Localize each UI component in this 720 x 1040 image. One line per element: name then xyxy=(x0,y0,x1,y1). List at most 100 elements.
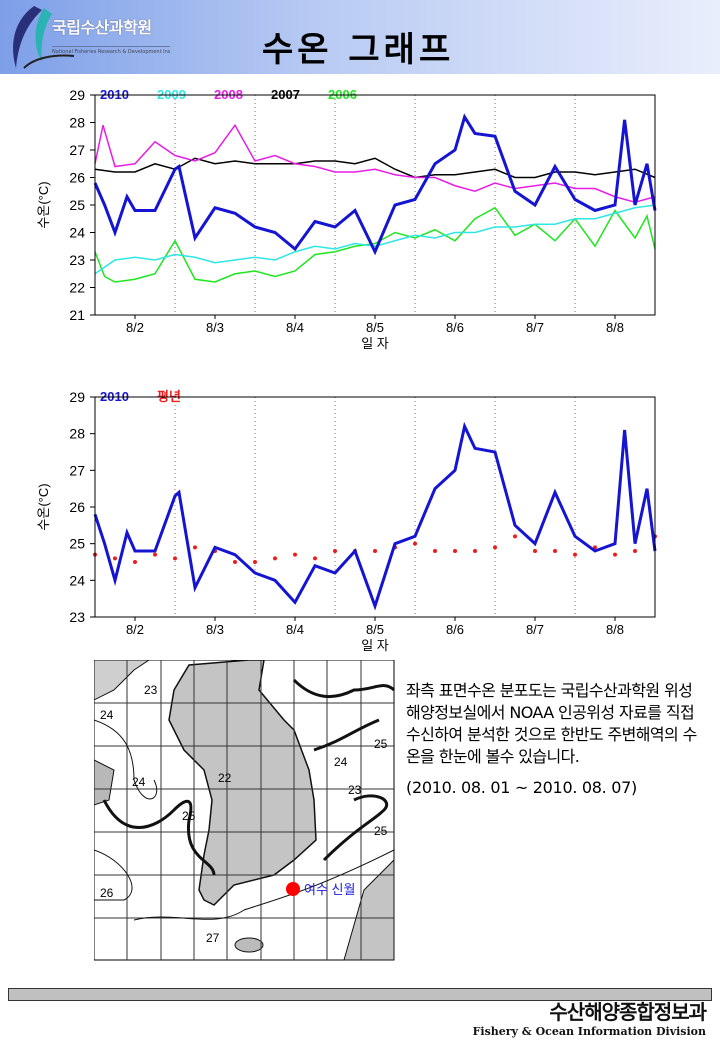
data-point-normal xyxy=(573,552,577,557)
y-axis-label: 수온(°C) xyxy=(36,483,51,530)
y-tick-label: 25 xyxy=(69,536,85,552)
series-line-2010 xyxy=(93,421,657,611)
plot-frame xyxy=(94,94,656,316)
y-tick-label: 24 xyxy=(69,225,85,241)
y-tick-label: 29 xyxy=(69,389,85,405)
isotherm-label: 25 xyxy=(182,809,196,823)
y-tick-label: 28 xyxy=(69,115,85,131)
station-label: 여수 신월 xyxy=(304,882,355,897)
series-line-2010 xyxy=(93,113,657,256)
x-tick-label: 8/2 xyxy=(126,622,144,637)
data-point-normal xyxy=(373,549,377,553)
data-point-normal xyxy=(553,549,557,553)
isotherm-label: 23 xyxy=(348,783,362,797)
data-point-normal xyxy=(113,556,117,561)
plot-frame xyxy=(94,396,656,618)
x-tick-label: 8/4 xyxy=(286,622,304,637)
y-tick-label: 26 xyxy=(69,170,85,186)
land-jeju xyxy=(234,937,264,953)
data-point-normal xyxy=(413,541,417,546)
header-banner: 국립수산과학원 National Fisheries Research & De… xyxy=(0,0,720,74)
series-line-2006 xyxy=(94,206,656,283)
description-column: 좌측 표면수온 분포도는 국립수산과학원 위성해양정보실에서 NOAA 인공위성… xyxy=(406,680,706,798)
sst-map: 23 24 24 22 25 26 27 25 25 24 23 여수 신월 xyxy=(94,660,396,961)
y-tick-label: 24 xyxy=(69,572,85,588)
data-point-normal xyxy=(533,549,537,553)
data-point-normal xyxy=(333,549,337,553)
y-tick-label: 23 xyxy=(69,252,85,268)
x-tick-label: 8/2 xyxy=(126,320,144,335)
x-tick-label: 8/3 xyxy=(206,622,224,637)
isotherms xyxy=(94,678,396,921)
x-tick-label: 8/6 xyxy=(446,320,464,335)
isotherm-labels: 23 24 24 22 25 26 27 25 25 24 23 xyxy=(100,683,388,945)
data-point-normal xyxy=(273,556,277,561)
logo-subtitle: National Fisheries Research & Developmen… xyxy=(52,46,170,56)
y-tick-label: 21 xyxy=(69,307,85,323)
land-japan xyxy=(343,858,395,961)
period-text: (2010. 08. 01 ~ 2010. 08. 07) xyxy=(406,778,637,797)
series-line-2009 xyxy=(94,204,656,275)
y-tick-label: 22 xyxy=(69,280,85,296)
isotherm-label: 26 xyxy=(100,886,114,900)
x-tick-label: 8/7 xyxy=(526,622,544,637)
page-title: 수온 그래프 xyxy=(262,30,455,70)
isotherm-label: 23 xyxy=(144,683,158,697)
logo-text: 국립수산과학원 xyxy=(52,18,152,37)
nfrdi-fish-logo-icon xyxy=(13,6,75,69)
data-point-normal xyxy=(433,549,437,553)
x-axis-label: 일 자 xyxy=(361,336,389,351)
org-name-english: Fishery & Ocean Information Division xyxy=(472,1025,706,1038)
x-tick-label: 8/5 xyxy=(366,320,384,335)
x-tick-label: 8/5 xyxy=(366,622,384,637)
data-point-normal xyxy=(313,556,317,561)
y-tick-label: 27 xyxy=(69,462,85,478)
station-marker xyxy=(286,882,300,896)
x-tick-label: 8/4 xyxy=(286,320,304,335)
x-tick-label: 8/6 xyxy=(446,622,464,637)
map-description: 좌측 표면수온 분포도는 국립수산과학원 위성해양정보실에서 NOAA 인공위성… xyxy=(406,681,697,766)
data-point-normal xyxy=(233,560,237,564)
data-point-normal xyxy=(193,545,197,550)
map-grid xyxy=(94,660,394,960)
y-axis-label: 수온(°C) xyxy=(36,181,51,228)
chart-all-years: 21 22 23 24 25 26 27 28 29 8/2 8/3 8/4 8/5 8/6 8/7 8/8 일… xyxy=(36,87,657,351)
isotherm-label: 22 xyxy=(218,771,232,785)
y-tick-label: 28 xyxy=(69,426,85,442)
data-point-normal xyxy=(453,549,457,553)
isotherm-label: 24 xyxy=(334,755,348,769)
data-point-normal xyxy=(493,545,497,550)
isotherm-label: 27 xyxy=(206,931,220,945)
isotherm-label: 25 xyxy=(374,824,388,838)
data-point-normal xyxy=(593,545,597,550)
land-korea xyxy=(168,660,317,906)
isotherm-label: 24 xyxy=(132,775,146,789)
x-tick-label: 8/8 xyxy=(606,320,624,335)
data-point-normal xyxy=(293,552,297,557)
data-point-normal xyxy=(513,534,517,539)
x-tick-label: 8/7 xyxy=(526,320,544,335)
data-point-normal xyxy=(153,552,157,557)
footer-bar xyxy=(8,988,712,1001)
y-tick-label: 29 xyxy=(69,87,85,103)
data-point-normal xyxy=(473,549,477,553)
x-tick-label: 8/3 xyxy=(206,320,224,335)
data-point-normal xyxy=(253,560,257,564)
x-tick-label: 8/8 xyxy=(606,622,624,637)
chart-2010-vs-normal: 23 24 25 26 27 28 29 8/2 8/3 8/4 8/5 8/6 8/7 8/8 일 자 수온… xyxy=(36,389,657,653)
series-line-2007 xyxy=(94,157,656,179)
isotherm-label: 25 xyxy=(374,737,388,751)
series-line-2008 xyxy=(94,123,656,204)
org-name-korean: 수산해양종합정보과 xyxy=(549,1000,707,1024)
y-tick-label: 23 xyxy=(69,609,85,625)
data-point-normal xyxy=(633,549,637,553)
x-axis-label: 일 자 xyxy=(361,638,389,653)
y-tick-label: 26 xyxy=(69,499,85,515)
isotherm-label: 24 xyxy=(100,708,114,722)
y-tick-label: 25 xyxy=(69,197,85,213)
data-point-normal xyxy=(613,552,617,557)
y-tick-label: 27 xyxy=(69,142,85,158)
data-point-normal xyxy=(173,556,177,561)
data-point-normal xyxy=(133,560,137,564)
land-china-2 xyxy=(94,759,115,806)
